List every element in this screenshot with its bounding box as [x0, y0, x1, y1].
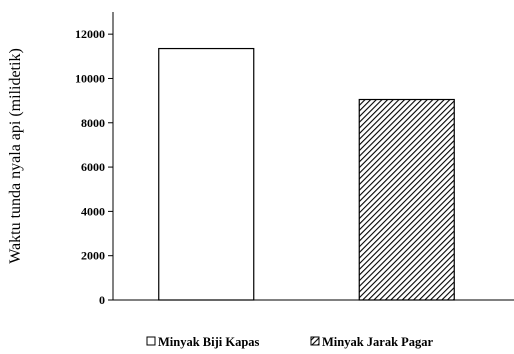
y-tick-label: 6000: [81, 160, 105, 174]
legend-label: Minyak Biji Kapas: [158, 335, 260, 349]
y-axis-ticks: 0 2000 4000 6000 8000 10000 12000: [75, 27, 113, 307]
y-axis-title: Waktu tunda nyala api (milidetik): [7, 48, 24, 264]
y-tick-label: 0: [99, 293, 105, 307]
y-tick-label: 4000: [81, 204, 105, 218]
legend-label: Minyak Jarak Pagar: [322, 335, 434, 349]
y-tick-label: 2000: [81, 249, 105, 263]
legend-swatch: [310, 336, 320, 346]
legend: Minyak Biji Kapas Minyak Jarak Pagar: [146, 335, 434, 349]
bar-1: [158, 47, 255, 301]
y-tick-label: 12000: [75, 27, 105, 41]
y-tick-label: 8000: [81, 116, 105, 130]
y-tick-label: 10000: [75, 71, 105, 85]
bars-group: [158, 47, 455, 301]
bar-2: [358, 98, 455, 301]
legend-swatch: [146, 336, 156, 346]
